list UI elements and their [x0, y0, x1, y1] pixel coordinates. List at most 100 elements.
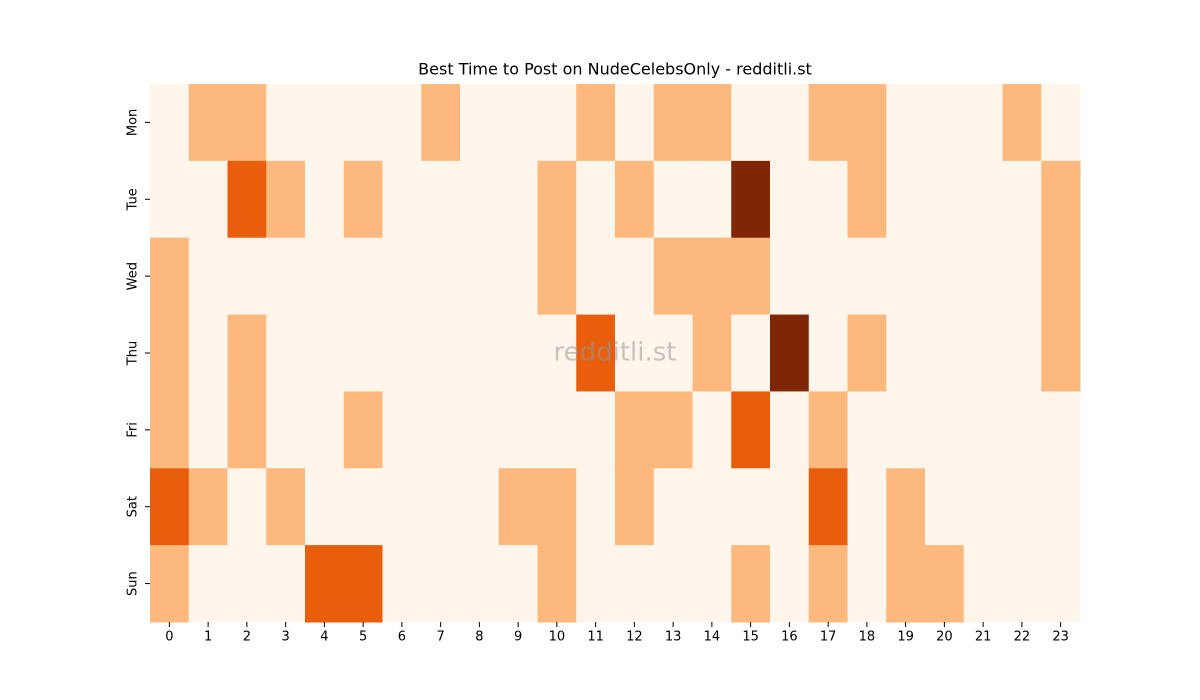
heatmap-cell	[343, 160, 383, 239]
heatmap-cell	[227, 84, 267, 162]
heatmap-cell	[266, 84, 306, 162]
x-tick-label: 6	[398, 630, 406, 645]
x-tick-label: 4	[320, 630, 328, 645]
heatmap-cell	[886, 545, 926, 623]
heatmap-cell	[1041, 84, 1081, 162]
y-tick-label: Sat	[126, 496, 141, 517]
heatmap-cell	[808, 237, 848, 316]
heatmap-cell	[925, 84, 965, 162]
heatmap-cell	[227, 468, 267, 546]
heatmap-cell	[150, 84, 190, 162]
heatmap-cell	[653, 468, 693, 546]
heatmap-cell	[847, 545, 887, 623]
x-tick-label: 10	[549, 630, 566, 645]
heatmap-cell	[847, 237, 887, 316]
heatmap-cell	[1002, 545, 1042, 623]
heatmap-cell	[227, 545, 267, 623]
x-tick-label: 5	[359, 630, 367, 645]
x-tick-label: 1	[204, 630, 212, 645]
heatmap-cell	[808, 84, 848, 162]
heatmap-cell	[227, 237, 267, 316]
heatmap-cell	[653, 160, 693, 239]
heatmap-cell	[1041, 545, 1081, 623]
heatmap-cell	[1041, 314, 1081, 392]
heatmap-cell	[1002, 314, 1042, 392]
y-tick-label: Mon	[126, 109, 141, 136]
heatmap-cell	[498, 468, 538, 546]
x-tick-label: 19	[897, 630, 914, 645]
heatmap-cell	[460, 84, 500, 162]
heatmap-cell	[343, 468, 383, 546]
heatmap-cell	[421, 84, 461, 162]
x-tick-label: 11	[587, 630, 604, 645]
heatmap-cell	[537, 391, 577, 469]
heatmap-cell	[421, 237, 461, 316]
heatmap-cell	[847, 84, 887, 162]
heatmap-cell	[770, 160, 810, 239]
heatmap-cell	[925, 237, 965, 316]
heatmap-cell	[188, 160, 228, 239]
heatmap-cell	[382, 314, 422, 392]
heatmap-cell	[576, 237, 616, 316]
heatmap-cell	[770, 468, 810, 546]
heatmap-cell	[770, 391, 810, 469]
x-tick-label: 8	[475, 630, 483, 645]
heatmap-cell	[266, 314, 306, 392]
heatmap-cell	[886, 314, 926, 392]
heatmap-cell	[343, 84, 383, 162]
heatmap-cell	[382, 84, 422, 162]
heatmap-cell	[886, 84, 926, 162]
heatmap-cell	[770, 84, 810, 162]
heatmap-cell	[460, 391, 500, 469]
x-tick-label: 2	[243, 630, 251, 645]
heatmap-cell	[382, 237, 422, 316]
heatmap-cell	[150, 160, 190, 239]
x-tick-label: 13	[665, 630, 682, 645]
heatmap-cell	[421, 468, 461, 546]
heatmap-cell	[963, 314, 1003, 392]
heatmap-cell	[382, 468, 422, 546]
heatmap-cell	[343, 237, 383, 316]
heatmap-cell	[1041, 237, 1081, 316]
heatmap-cell	[731, 84, 771, 162]
heatmap-cell	[808, 468, 848, 546]
y-tick-label: Wed	[126, 262, 141, 290]
x-tick-label: 22	[1014, 630, 1031, 645]
heatmap-cell	[460, 160, 500, 239]
heatmap-cell	[925, 391, 965, 469]
heatmap-cell	[382, 160, 422, 239]
x-tick-label: 23	[1052, 630, 1069, 645]
heatmap-cell	[963, 545, 1003, 623]
x-tick-label: 0	[165, 630, 173, 645]
y-tick-label: Tue	[126, 188, 141, 211]
heatmap-cell	[305, 468, 345, 546]
heatmap-cell	[537, 237, 577, 316]
heatmap-cell	[925, 160, 965, 239]
heatmap-cell	[576, 545, 616, 623]
heatmap-cell	[227, 160, 267, 239]
heatmap-cell	[576, 468, 616, 546]
axes: 0 1 2 3 4 5 6 7 8 9 10 11 12 13 14 15 16 17 18 19 20 21 22 23Mo…	[126, 109, 1069, 645]
x-tick-label: 7	[436, 630, 444, 645]
heatmap-cell	[421, 391, 461, 469]
heatmap-cell	[421, 545, 461, 623]
heatmap-cell	[460, 314, 500, 392]
x-tick-label: 17	[820, 630, 837, 645]
heatmap-cell	[188, 84, 228, 162]
heatmap-cell	[731, 545, 771, 623]
heatmap-cell	[188, 545, 228, 623]
heatmap-cell	[731, 237, 771, 316]
heatmap-cell	[692, 237, 732, 316]
heatmap-cell	[692, 545, 732, 623]
heatmap-cell	[305, 160, 345, 239]
heatmap-cell	[576, 160, 616, 239]
heatmap-cell	[537, 84, 577, 162]
heatmap-cell	[615, 84, 655, 162]
heatmap-cell	[305, 391, 345, 469]
heatmap-cell	[653, 391, 693, 469]
heatmap-cell	[188, 391, 228, 469]
x-tick-label: 9	[514, 630, 522, 645]
heatmap-cell	[808, 160, 848, 239]
heatmap-cell	[692, 468, 732, 546]
